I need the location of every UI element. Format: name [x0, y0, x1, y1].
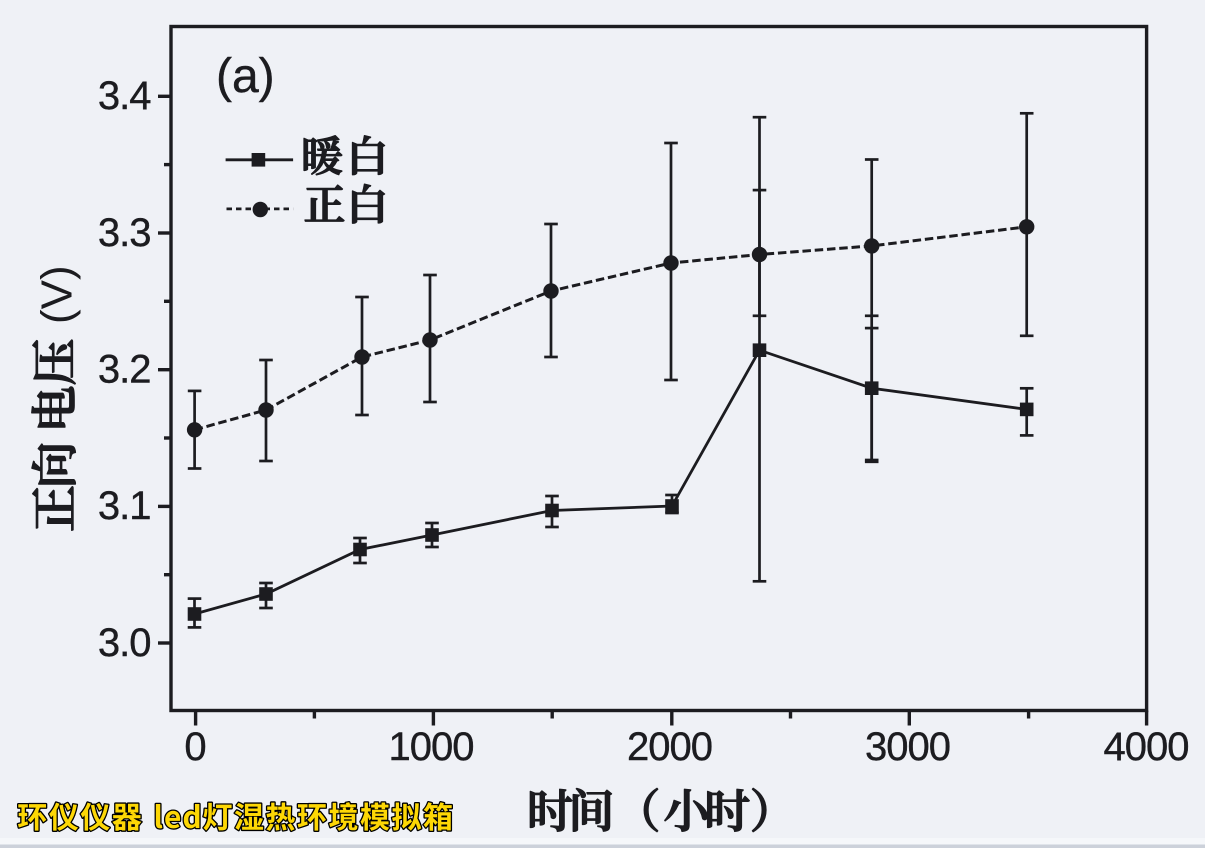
svg-text:1000: 1000	[389, 725, 474, 769]
svg-text:0: 0	[184, 725, 205, 769]
svg-text:3000: 3000	[865, 725, 950, 769]
svg-text:(V): (V)	[33, 265, 82, 324]
svg-text:3.1: 3.1	[98, 484, 151, 528]
svg-text:3.3: 3.3	[98, 211, 151, 255]
svg-text:3.2: 3.2	[98, 348, 151, 392]
svg-text:2000: 2000	[627, 725, 712, 769]
svg-text:(a): (a)	[216, 50, 275, 103]
svg-text:3.4: 3.4	[98, 74, 151, 118]
svg-text:3.0: 3.0	[98, 621, 151, 665]
svg-text:4000: 4000	[1104, 725, 1189, 769]
